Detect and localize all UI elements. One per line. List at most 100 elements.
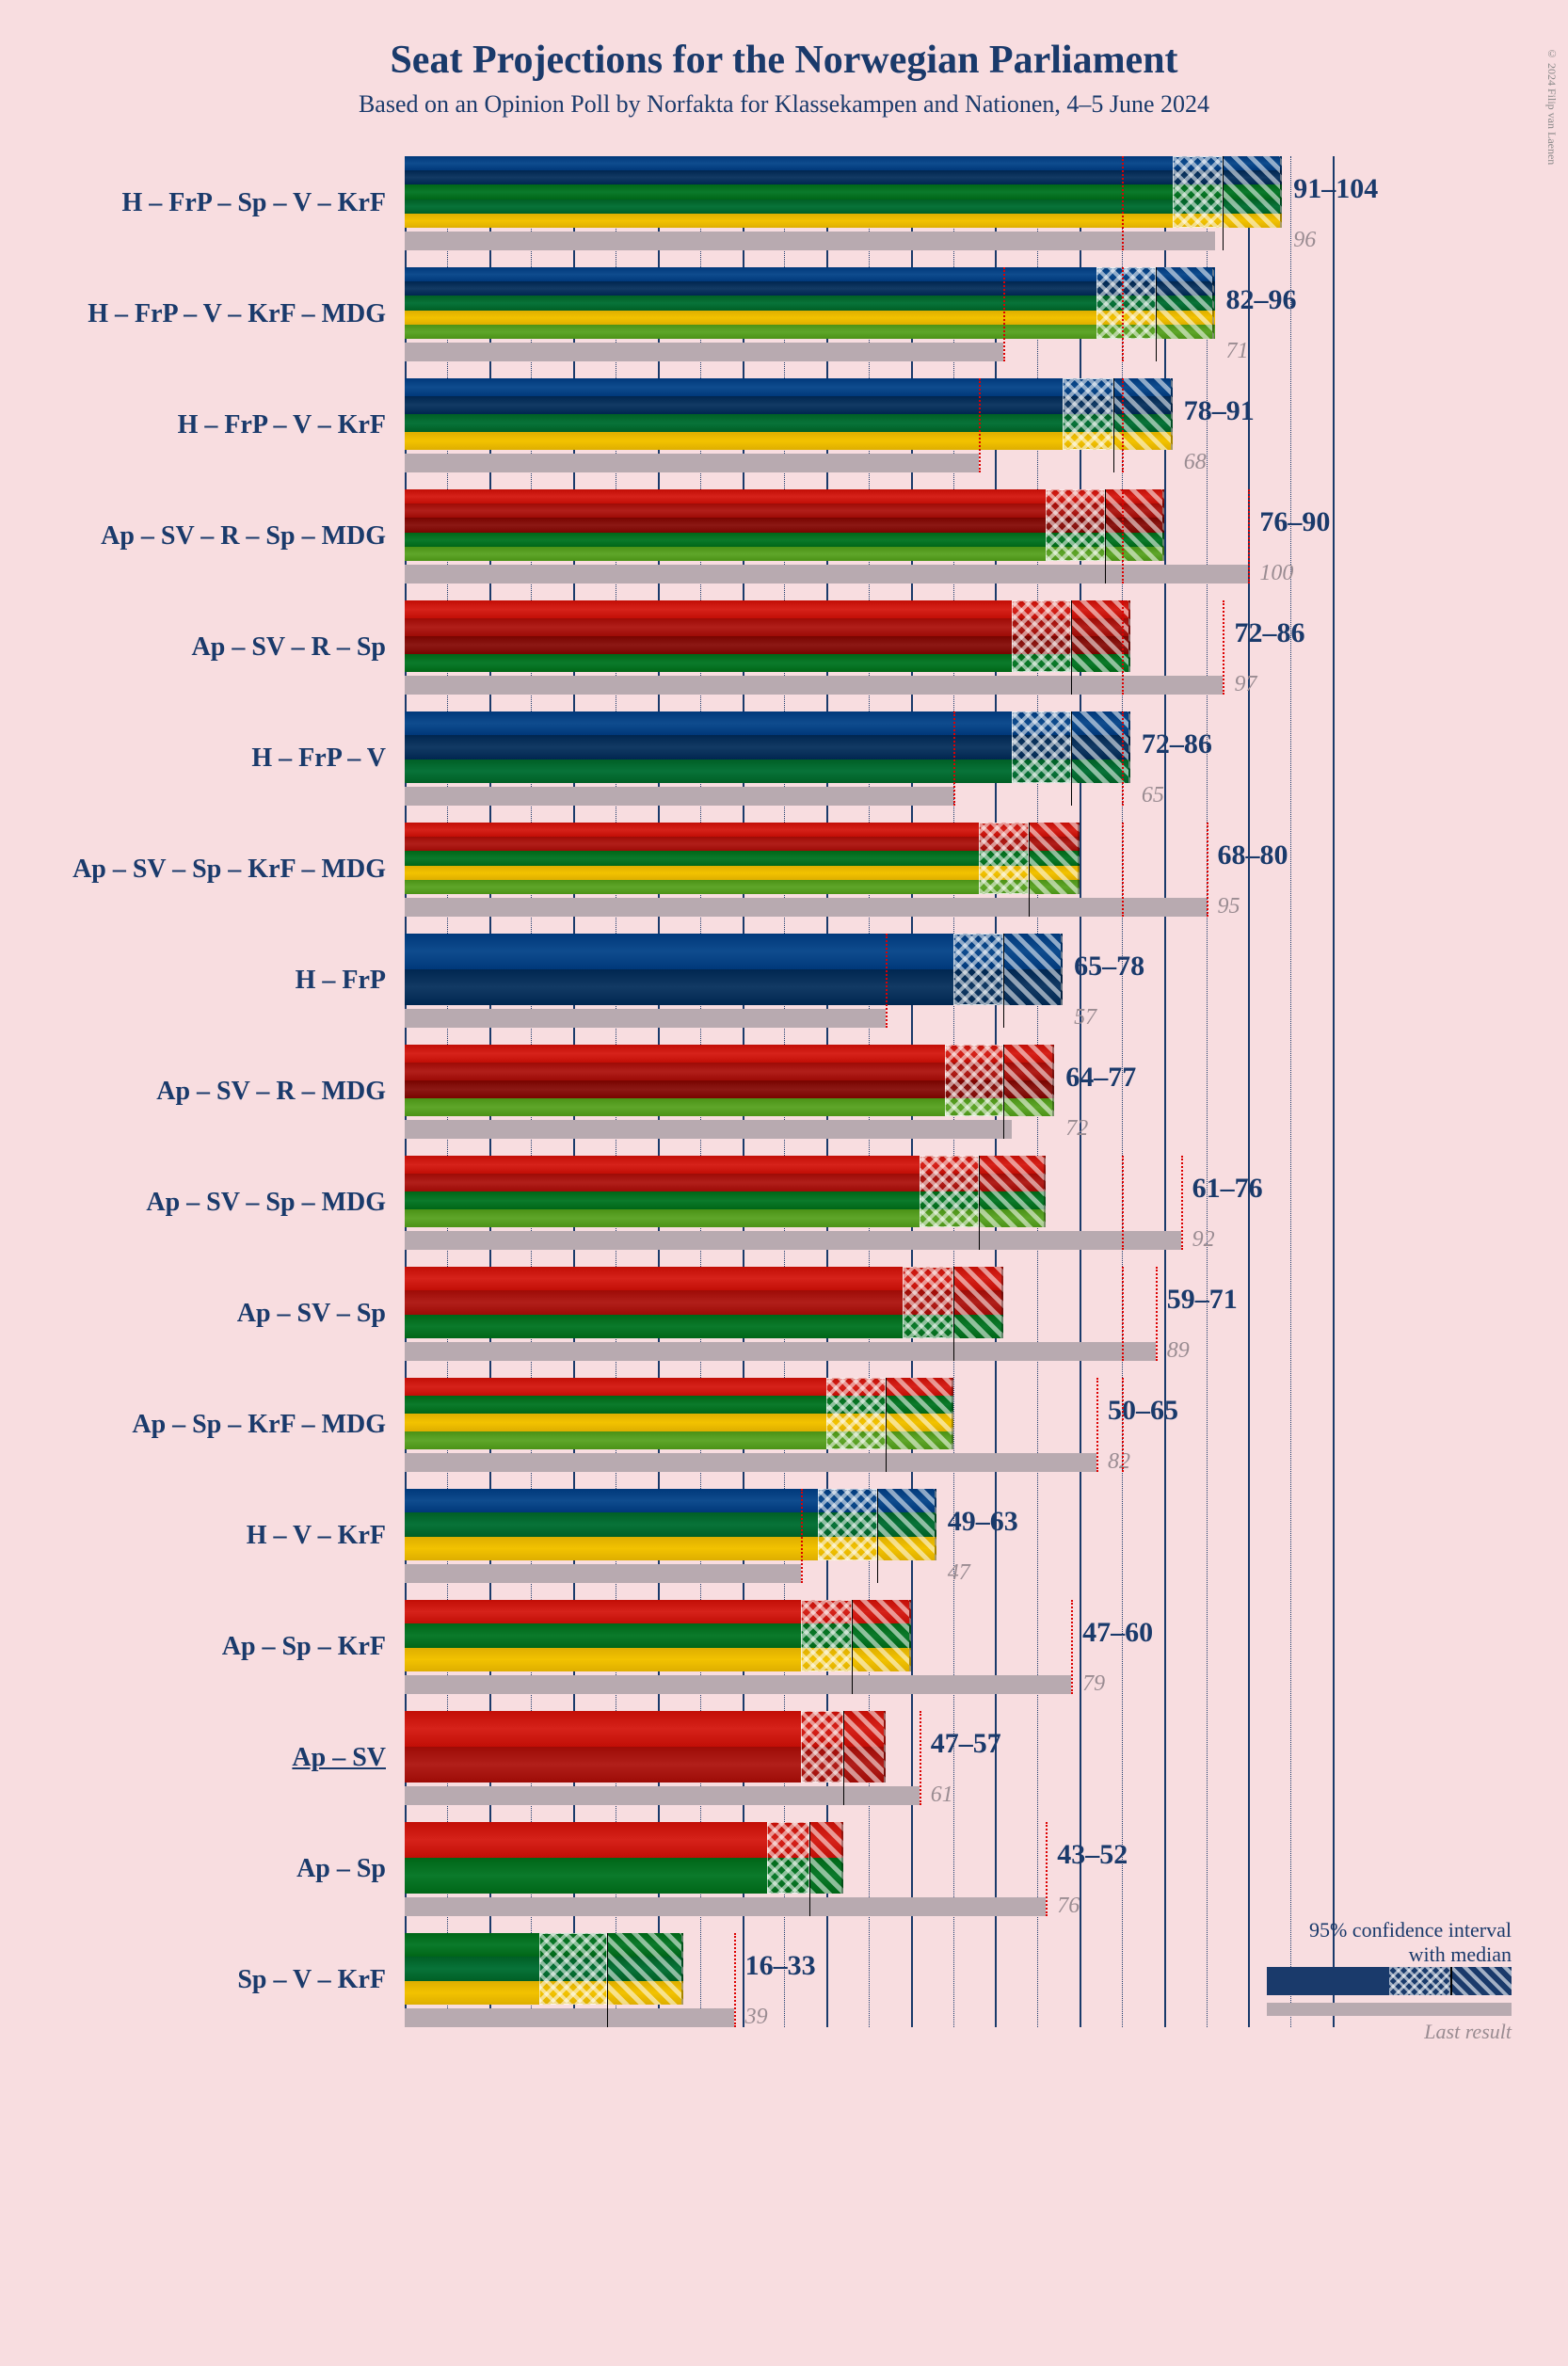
chart-subtitle: Based on an Opinion Poll by Norfakta for…	[47, 90, 1521, 119]
range-label: 16–33	[745, 1950, 816, 1982]
party-bar-stripe	[405, 267, 1215, 281]
coalition-row: Ap – SV – R – Sp – MDG76–90100	[405, 489, 1333, 584]
ci-diaghatch	[607, 1933, 683, 2005]
bars-wrap: 78–9168	[405, 378, 1333, 472]
bars-wrap: 91–10496	[405, 156, 1333, 250]
ci-crosshatch	[818, 1489, 877, 1560]
coalition-row: H – FrP – V72–8665	[405, 711, 1333, 806]
ci-crosshatch	[903, 1267, 953, 1338]
party-bar-stripe	[405, 432, 1173, 450]
ci-crosshatch	[539, 1933, 607, 2005]
ci-diaghatch	[852, 1600, 911, 1671]
majority-threshold-line	[1122, 156, 1124, 250]
range-label: 50–65	[1108, 1395, 1178, 1427]
party-bar-stripe	[405, 396, 1173, 414]
coalition-label: H – FrP – V – KrF – MDG	[47, 299, 395, 329]
range-label: 43–52	[1057, 1839, 1128, 1871]
range-label: 68–80	[1218, 839, 1288, 871]
majority-threshold-line	[1122, 1378, 1124, 1472]
coalition-row: H – FrP65–7857	[405, 934, 1333, 1028]
last-result-label: 76	[1057, 1894, 1080, 1919]
ci-crosshatch	[1173, 156, 1224, 228]
party-bar-stripe	[405, 311, 1215, 325]
party-bar-stripe	[405, 296, 1215, 310]
coalition-label: Ap – SV – Sp	[47, 1299, 395, 1329]
range-label: 47–57	[931, 1728, 1001, 1760]
last-result-label: 89	[1167, 1338, 1190, 1364]
coalition-label: H – FrP – V – KrF	[47, 410, 395, 440]
party-bar-stripe	[405, 414, 1173, 432]
coalition-label: H – V – KrF	[47, 1521, 395, 1551]
median-line	[1003, 934, 1004, 1028]
bars-wrap: 50–65 82	[405, 1378, 1333, 1472]
last-result-marker	[1096, 1378, 1098, 1472]
ci-crosshatch	[801, 1711, 843, 1782]
coalition-row: H – FrP – Sp – V – KrF91–10496	[405, 156, 1333, 250]
median-line	[979, 1156, 980, 1250]
bars-wrap: 61–7692	[405, 1156, 1333, 1250]
last-result-marker	[886, 934, 888, 1028]
majority-threshold-line	[1122, 600, 1124, 695]
ci-crosshatch	[826, 1378, 886, 1449]
last-result-bar	[405, 1675, 1071, 1694]
range-label: 91–104	[1293, 173, 1378, 205]
coalition-label: Ap – SV – Sp – MDG	[47, 1188, 395, 1218]
legend-ci-bar	[1267, 1967, 1512, 1995]
coalition-label: Ap – SV – R – Sp	[47, 632, 395, 663]
party-bar-stripe	[405, 325, 1215, 339]
coalition-label: H – FrP	[47, 966, 395, 996]
ci-crosshatch	[1046, 489, 1105, 561]
coalition-label: Ap – SV – R – MDG	[47, 1077, 395, 1107]
coalition-label: Ap – SV – R – Sp – MDG	[47, 521, 395, 552]
gridline	[1333, 156, 1335, 2027]
median-line	[1071, 600, 1072, 695]
median-line	[1105, 489, 1106, 584]
chart-area: H – FrP – Sp – V – KrF91–10496 H – FrP – …	[405, 156, 1333, 2027]
coalition-label: Ap – SV – Sp – KrF – MDG	[47, 855, 395, 885]
range-label: 49–63	[948, 1506, 1018, 1538]
last-result-bar	[405, 1453, 1096, 1472]
median-line	[1113, 378, 1114, 472]
coalition-label: H – FrP – V	[47, 743, 395, 774]
median-line	[1156, 267, 1157, 361]
ci-crosshatch	[801, 1600, 852, 1671]
last-result-bar	[405, 1120, 1012, 1139]
last-result-label: 47	[948, 1560, 970, 1586]
bars-wrap: 65–7857	[405, 934, 1333, 1028]
main-bars	[405, 934, 1333, 1005]
main-bars	[405, 1045, 1333, 1116]
range-label: 82–96	[1226, 284, 1297, 316]
last-result-label: 82	[1108, 1449, 1130, 1475]
coalition-row: Ap – SV – Sp – KrF – MDG68–8095	[405, 823, 1333, 917]
legend-last-bar	[1267, 2003, 1512, 2016]
copyright-notice: © 2024 Filip van Laenen	[1544, 47, 1559, 165]
bars-wrap: 16–3339	[405, 1933, 1333, 2027]
range-label: 72–86	[1234, 617, 1304, 649]
ci-diaghatch	[1223, 156, 1282, 228]
last-result-bar	[405, 1786, 920, 1805]
last-result-label: 97	[1234, 672, 1256, 697]
last-result-label: 100	[1259, 561, 1293, 586]
majority-threshold-line	[1122, 711, 1124, 806]
last-result-marker	[801, 1489, 803, 1583]
ci-diaghatch	[843, 1711, 886, 1782]
bars-wrap: 49–63 47	[405, 1489, 1333, 1583]
last-result-bar	[405, 1564, 801, 1583]
bars-wrap: 43–52 76	[405, 1822, 1333, 1916]
ci-diaghatch	[979, 1156, 1047, 1227]
majority-threshold-line	[1122, 823, 1124, 917]
main-bars	[405, 489, 1333, 561]
legend-ci-label2: with median	[1267, 1942, 1512, 1967]
median-line	[886, 1378, 887, 1472]
median-line	[607, 1933, 608, 2027]
median-line	[852, 1600, 853, 1694]
party-bar-stripe	[405, 184, 1282, 199]
last-result-marker	[979, 378, 981, 472]
coalition-label: H – FrP – Sp – V – KrF	[47, 188, 395, 218]
last-result-marker	[1071, 1600, 1073, 1694]
last-result-bar	[405, 1231, 1181, 1250]
last-result-marker	[1181, 1156, 1183, 1250]
median-line	[843, 1711, 844, 1805]
majority-threshold-line	[1122, 1156, 1124, 1250]
party-bar-stripe	[405, 281, 1215, 296]
